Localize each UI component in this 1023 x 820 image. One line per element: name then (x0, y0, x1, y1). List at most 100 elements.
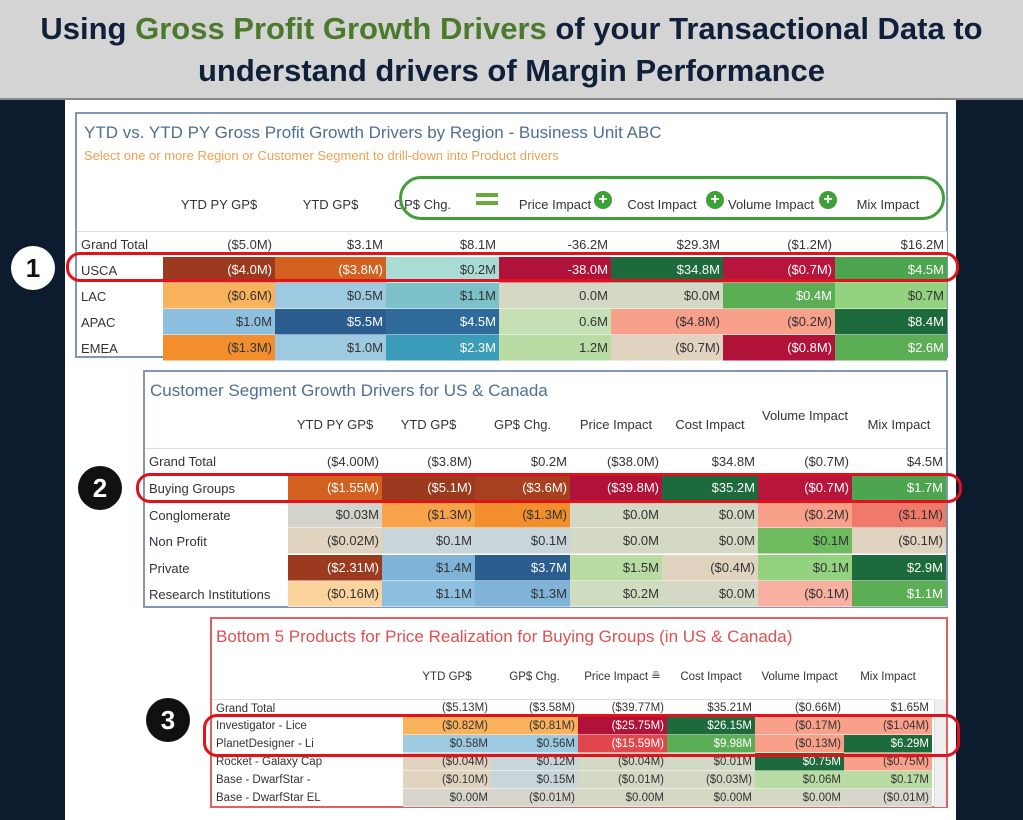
value-cell[interactable]: ($0.04M) (578, 753, 667, 771)
value-cell[interactable]: $26.15M (667, 717, 755, 735)
row-label[interactable]: APAC (81, 314, 116, 330)
value-cell[interactable]: ($0.7M) (758, 449, 852, 474)
value-cell[interactable]: -38.0M (499, 257, 611, 283)
value-cell[interactable]: $1.1M (382, 581, 475, 607)
value-cell[interactable]: $0.2M (475, 449, 570, 474)
value-cell[interactable]: $4.5M (386, 309, 499, 335)
column-header[interactable]: YTD GP$ (422, 671, 472, 683)
value-cell[interactable]: $35.2M (662, 475, 758, 501)
value-cell[interactable]: ($0.1M) (758, 581, 852, 607)
row-label[interactable]: Buying Groups (149, 480, 235, 496)
value-cell[interactable]: ($0.82M) (403, 717, 491, 735)
value-cell[interactable]: $0.4M (723, 283, 835, 309)
table-row[interactable]: Non Profit ($0.02M) $0.1M $0.1M $0.0M $0.0M $0… (145, 528, 946, 554)
value-cell[interactable]: $9.98M (667, 735, 755, 753)
row-label[interactable]: Rocket - Galaxy Cap (216, 756, 323, 768)
value-cell[interactable]: ($0.04M) (403, 753, 491, 771)
row-label[interactable]: USCA (81, 262, 118, 278)
table-row[interactable]: APAC $1.0M $5.5M $4.5M 0.6M ($4.8M) ($0.2M) $8.… (77, 309, 947, 335)
value-cell[interactable]: $0.58M (403, 735, 491, 753)
value-cell[interactable]: $0.2M (570, 581, 662, 607)
row-label[interactable]: PlanetDesigner - Li (216, 738, 314, 750)
value-cell[interactable]: $0.01M (667, 753, 755, 771)
value-cell[interactable]: $0.0M (570, 528, 662, 554)
column-header[interactable]: Price Impact (518, 197, 592, 212)
value-cell[interactable]: ($3.8M) (382, 449, 475, 474)
row-label[interactable]: Base - DwarfStar EL (216, 792, 321, 804)
value-cell[interactable]: $2.6M (835, 335, 947, 361)
value-cell[interactable]: $4.5M (852, 449, 946, 474)
value-cell[interactable]: ($1.3M) (382, 502, 475, 528)
table-row[interactable]: Private ($2.31M) $1.4M $3.7M $1.5M ($0.4M) $0.… (145, 555, 946, 581)
row-label[interactable]: Grand Total (81, 237, 148, 252)
value-cell[interactable]: $34.8M (611, 257, 723, 283)
column-header[interactable]: YTD GP$ (400, 417, 457, 432)
value-cell[interactable]: ($0.6M) (163, 283, 275, 309)
value-cell[interactable]: ($3.8M) (275, 257, 386, 283)
value-cell[interactable]: $0.00M (667, 789, 755, 807)
value-cell[interactable]: ($0.17M) (755, 717, 844, 735)
row-label[interactable]: Base - DwarfStar - (216, 774, 311, 786)
sort-descending-icon[interactable]: ≞ (651, 671, 661, 683)
value-cell[interactable]: $1.0M (275, 335, 386, 361)
value-cell[interactable]: ($0.7M) (611, 335, 723, 361)
row-label[interactable]: Investigator - Lice (216, 720, 307, 732)
value-cell[interactable]: $0.0M (570, 502, 662, 528)
value-cell[interactable]: $0.1M (382, 528, 475, 554)
value-cell[interactable]: $1.0M (163, 309, 275, 335)
value-cell[interactable]: ($0.10M) (403, 771, 491, 789)
value-cell[interactable]: $0.12M (491, 753, 578, 771)
value-cell[interactable]: $2.9M (852, 555, 946, 581)
value-cell[interactable]: ($0.13M) (755, 735, 844, 753)
column-header[interactable]: Volume Impact (761, 671, 838, 683)
value-cell[interactable]: ($4.8M) (611, 309, 723, 335)
value-cell[interactable]: ($0.01M) (578, 771, 667, 789)
value-cell[interactable]: ($15.59M) (578, 735, 667, 753)
value-cell[interactable]: ($1.55M) (288, 475, 382, 501)
table-row[interactable]: PlanetDesigner - Li $0.58M $0.56M ($15.59M)… (212, 735, 932, 753)
value-cell[interactable]: $6.29M (844, 735, 932, 753)
value-cell[interactable]: ($1.1M) (852, 502, 946, 528)
value-cell[interactable]: $4.5M (835, 257, 947, 283)
column-header[interactable]: Volume Impact (762, 408, 848, 423)
column-header[interactable]: YTD PY GP$ (296, 417, 374, 432)
value-cell[interactable]: $0.0M (662, 502, 758, 528)
table-row[interactable]: USCA ($4.0M) ($3.8M) $0.2M -38.0M $34.8M ($0.7… (77, 257, 947, 283)
row-label[interactable]: EMEA (81, 340, 118, 356)
value-cell[interactable]: ($0.7M) (723, 257, 835, 283)
table-row[interactable]: Buying Groups ($1.55M) ($5.1M) ($3.6M) ($39.… (145, 475, 946, 501)
table-row[interactable]: Base - DwarfStar - ($0.10M) $0.15M ($0.01M)… (212, 771, 932, 789)
row-label[interactable]: Private (149, 560, 190, 576)
value-cell[interactable]: $0.0M (662, 528, 758, 554)
value-cell[interactable]: ($0.4M) (662, 555, 758, 581)
column-header[interactable]: Cost Impact (627, 197, 697, 212)
value-cell[interactable]: $2.3M (386, 335, 499, 361)
value-cell[interactable]: $3.7M (475, 555, 570, 581)
column-header[interactable]: Mix Impact (856, 197, 920, 212)
value-cell[interactable]: $0.5M (275, 283, 386, 309)
value-cell[interactable]: $0.7M (835, 283, 947, 309)
column-header[interactable]: Mix Impact (867, 417, 931, 432)
value-cell[interactable]: ($0.8M) (723, 335, 835, 361)
value-cell[interactable]: $5.5M (275, 309, 386, 335)
value-cell[interactable]: ($2.31M) (288, 555, 382, 581)
table-row[interactable]: Rocket - Galaxy Cap ($0.04M) $0.12M ($0.04M… (212, 753, 932, 771)
table-row[interactable]: LAC ($0.6M) $0.5M $1.1M 0.0M $0.0M $0.4M $0.7M (77, 283, 947, 309)
row-label[interactable]: Non Profit (149, 533, 207, 549)
value-cell[interactable]: $0.1M (758, 555, 852, 581)
value-cell[interactable]: $0.15M (491, 771, 578, 789)
value-cell[interactable]: $0.1M (475, 528, 570, 554)
column-header[interactable]: GP$ Chg. (493, 417, 552, 432)
value-cell[interactable]: $34.8M (662, 449, 758, 474)
value-cell[interactable]: ($5.1M) (382, 475, 475, 501)
value-cell[interactable]: $1.1M (386, 283, 499, 309)
row-label[interactable]: Grand Total (216, 702, 276, 715)
value-cell[interactable]: ($1.04M) (844, 717, 932, 735)
value-cell[interactable]: $0.75M (755, 753, 844, 771)
value-cell[interactable]: ($5.13M) (403, 700, 491, 717)
value-cell[interactable]: $0.06M (755, 771, 844, 789)
value-cell[interactable]: $0.03M (288, 502, 382, 528)
value-cell[interactable]: $0.1M (758, 528, 852, 554)
column-header[interactable]: GP$ Chg. (509, 671, 560, 683)
value-cell[interactable]: ($1.3M) (475, 502, 570, 528)
